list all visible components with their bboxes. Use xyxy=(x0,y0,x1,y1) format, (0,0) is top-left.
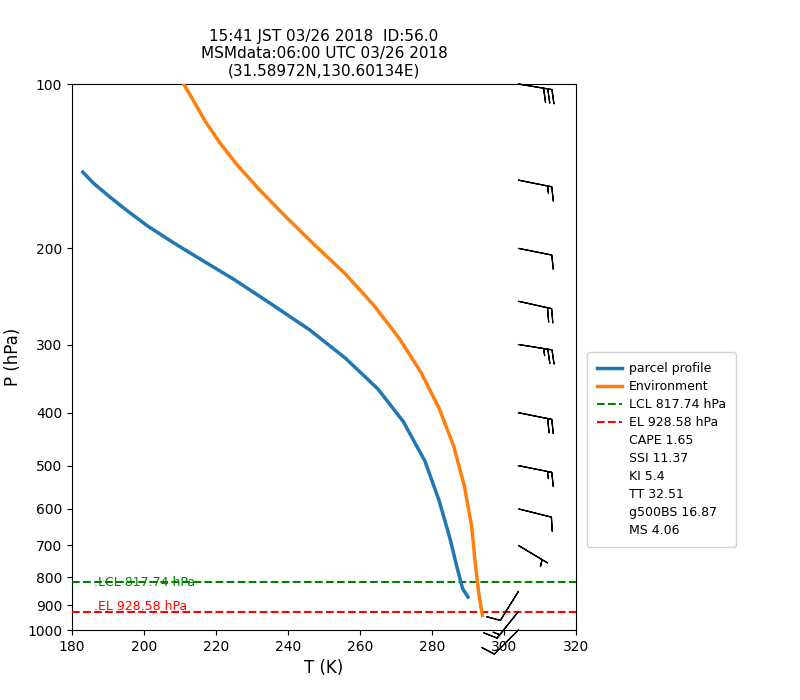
Title: 15:41 JST 03/26 2018  ID:56.0
MSMdata:06:00 UTC 03/26 2018
(31.58972N,130.60134E: 15:41 JST 03/26 2018 ID:56.0 MSMdata:06:… xyxy=(201,29,447,78)
X-axis label: T (K): T (K) xyxy=(304,659,344,678)
Text: .EL 928.58 hPa: .EL 928.58 hPa xyxy=(94,601,187,613)
Legend: parcel profile, Environment, LCL 817.74 hPa, EL 928.58 hPa, CAPE 1.65, SSI 11.37: parcel profile, Environment, LCL 817.74 … xyxy=(587,352,736,547)
Y-axis label: P (hPa): P (hPa) xyxy=(3,328,22,386)
Text: .LCL 817.74 hPa: .LCL 817.74 hPa xyxy=(94,576,194,589)
